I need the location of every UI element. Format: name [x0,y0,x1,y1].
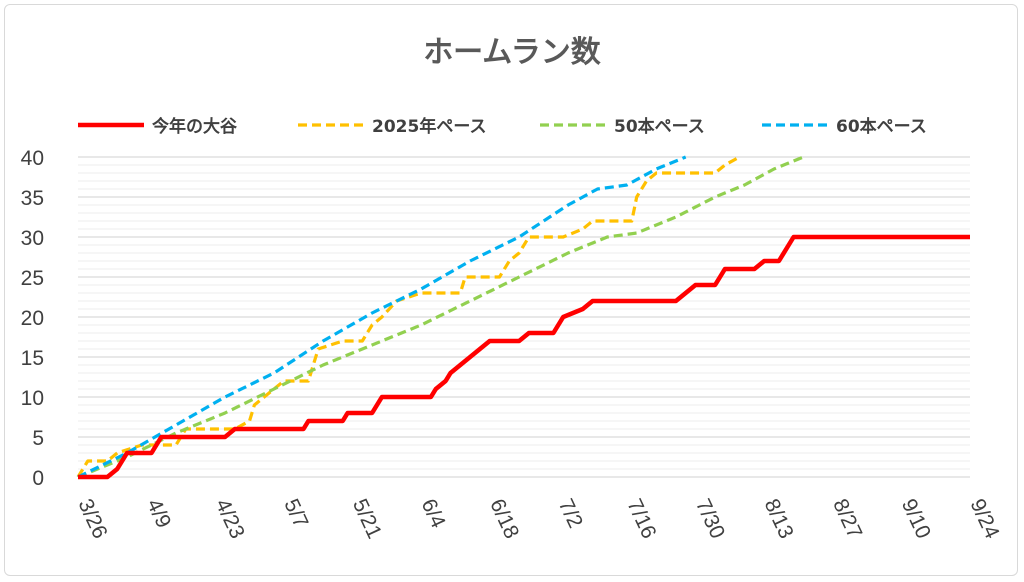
y-tick-label: 0 [32,467,44,490]
x-tick-label: 5/7 [279,495,312,531]
x-tick-label: 9/24 [965,495,1003,542]
series-lines [76,155,970,480]
series-line [77,155,805,479]
chart-frame [4,4,1018,576]
x-tick-label: 8/13 [760,495,798,542]
y-tick-label: 30 [21,227,44,250]
x-tick-label: 4/9 [142,495,175,531]
x-tick-label: 6/18 [485,495,523,542]
y-axis-ticks: 0 5 10 15 20 25 30 35 40 [21,147,44,490]
y-tick-label: 15 [21,347,44,370]
y-tick-label: 40 [21,147,44,170]
legend-label: 60本ペース [836,116,927,137]
x-tick-label: 6/4 [417,495,450,531]
x-tick-label: 5/21 [348,495,386,542]
legend-label: 50本ペース [614,116,705,137]
legend: 今年の大谷 2025年ペース 50本ペース 60本ペース [78,116,927,137]
x-tick-label: 9/10 [897,495,935,542]
y-tick-label: 35 [21,187,44,210]
legend-label: 2025年ペース [372,116,486,137]
x-tick-label: 3/26 [73,495,111,542]
x-tick-label: 7/30 [691,495,729,542]
y-tick-label: 20 [21,307,44,330]
series-line [78,234,970,480]
y-tick-label: 25 [21,267,44,290]
series-line [77,155,687,479]
x-tick-label: 4/23 [211,495,249,542]
legend-label: 今年の大谷 [152,116,238,137]
x-tick-label: 7/16 [622,495,660,542]
chart-title: ホームラン数 [423,35,602,70]
x-axis-ticks: 3/26 4/9 4/23 5/7 5/21 6/4 6/18 7/2 7/16 7/30 8/13… [73,495,1003,542]
x-tick-label: 8/27 [828,495,866,542]
y-tick-label: 10 [21,387,44,410]
x-tick-label: 7/2 [554,495,587,531]
y-tick-label: 5 [32,427,44,450]
